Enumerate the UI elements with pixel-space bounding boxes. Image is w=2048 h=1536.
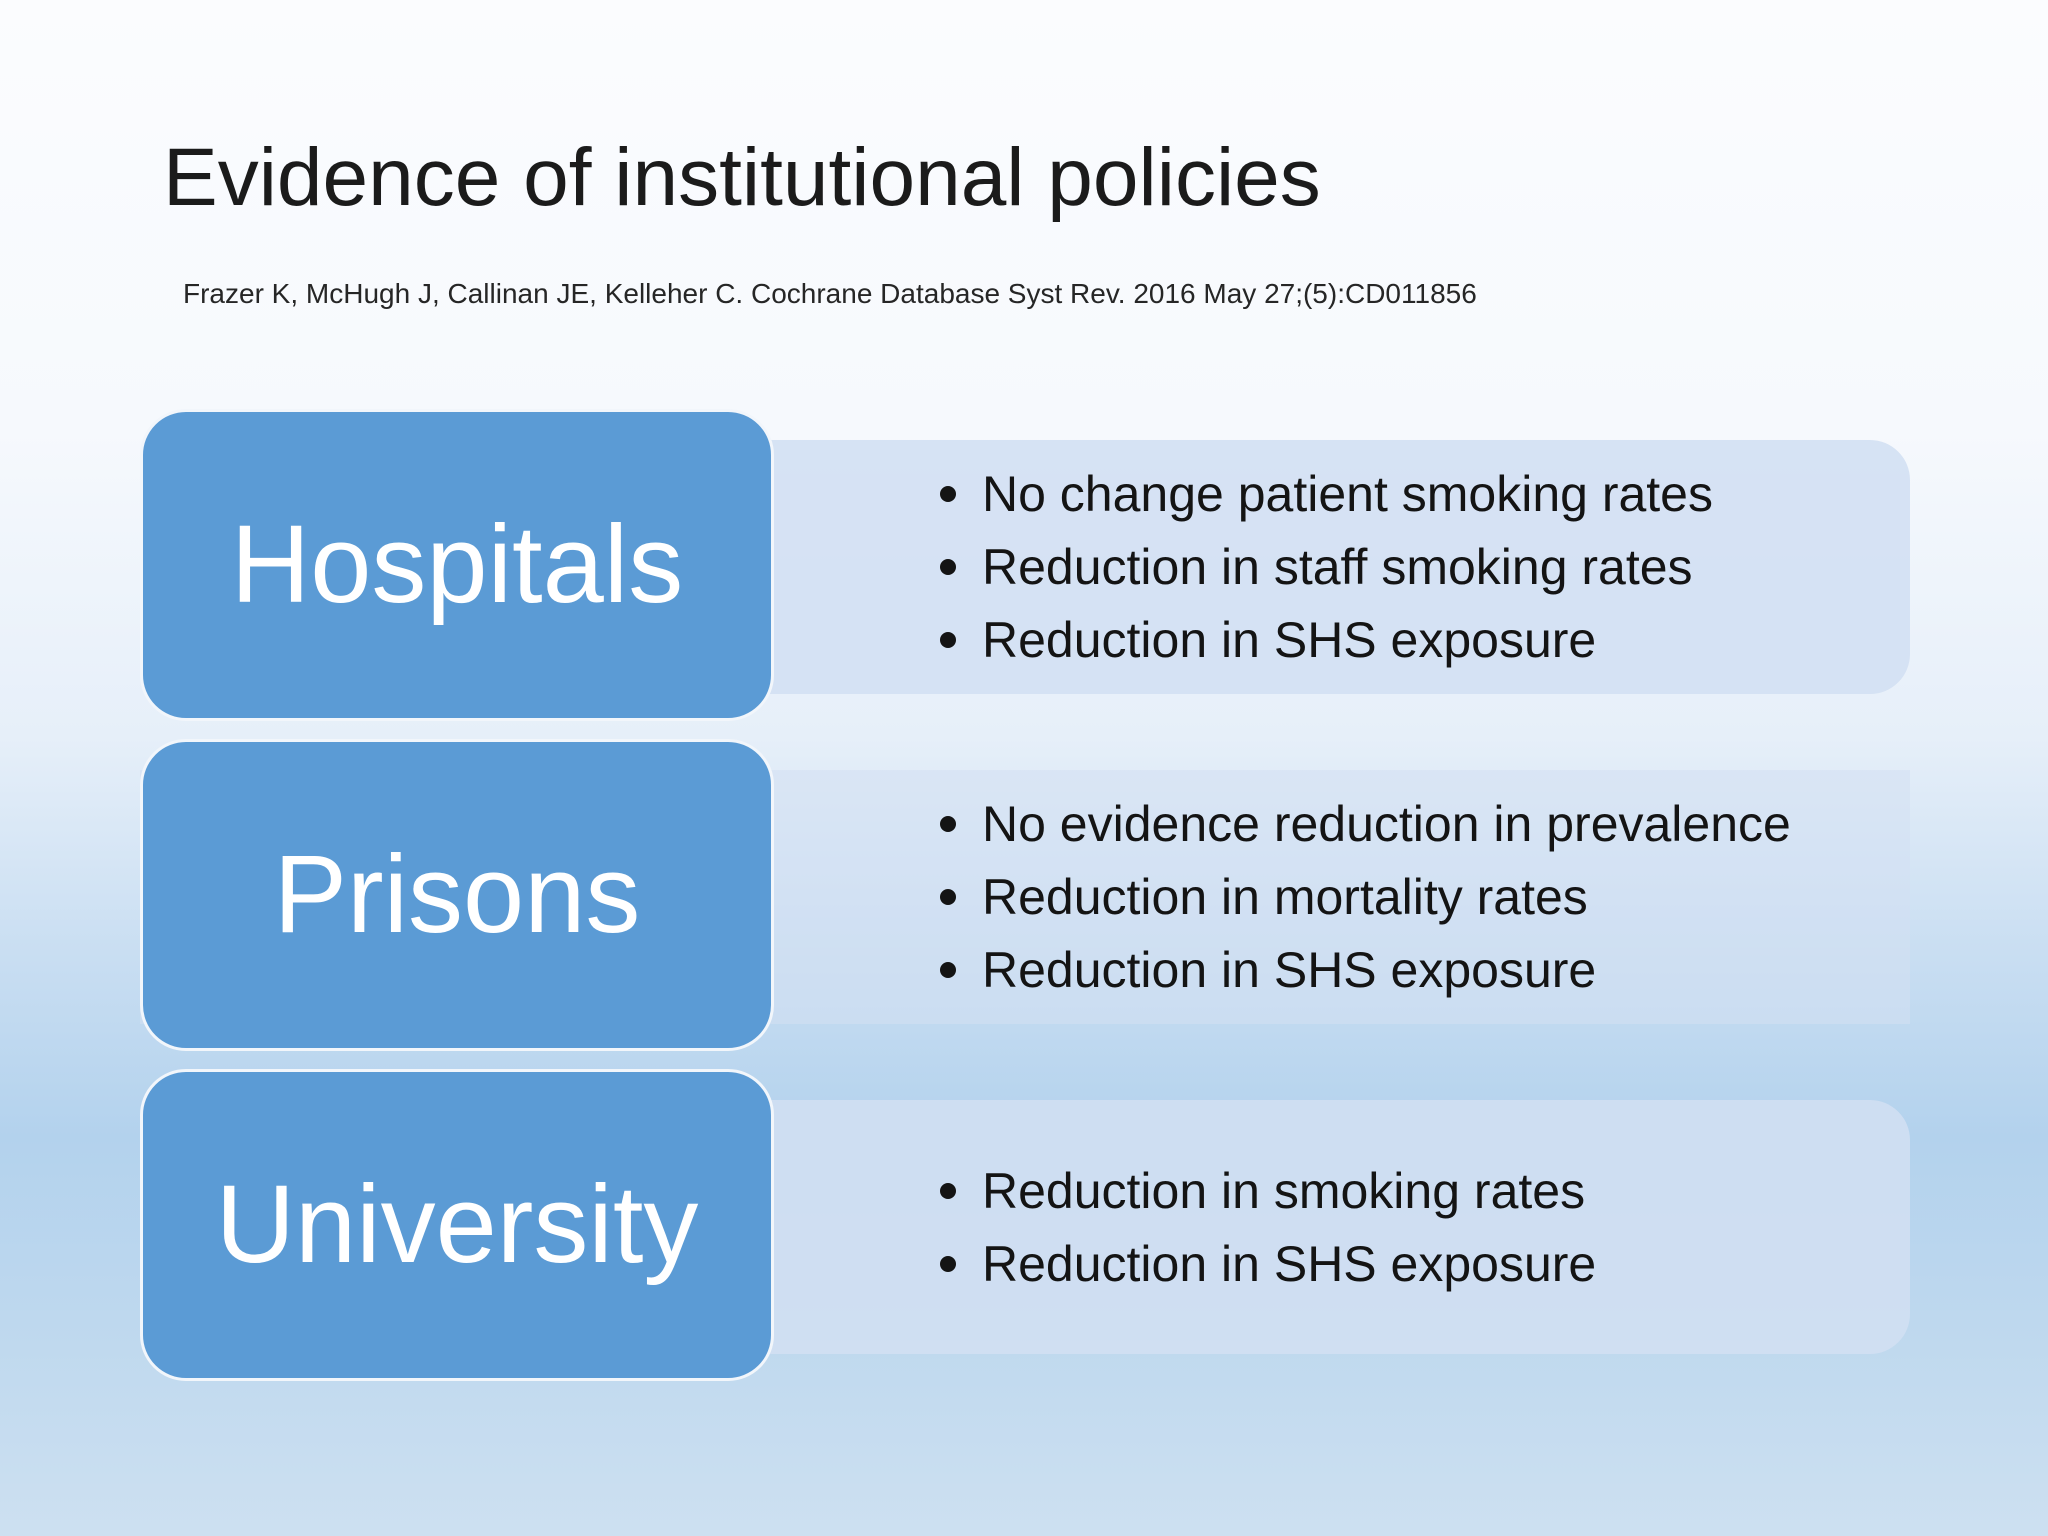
policy-row-prisons: Prisons No evidence reduction in prevale… xyxy=(140,739,1910,1055)
findings-list: No evidence reduction in prevalence Redu… xyxy=(798,770,1791,1024)
findings-list: No change patient smoking rates Reductio… xyxy=(798,440,1713,694)
bullet-icon xyxy=(940,486,956,502)
category-label: Prisons xyxy=(273,833,641,956)
finding-text: No change patient smoking rates xyxy=(982,466,1713,522)
bullet-icon xyxy=(940,632,956,648)
policy-row-university: University Reduction in smoking rates Re… xyxy=(140,1069,1910,1385)
slide-title: Evidence of institutional policies xyxy=(163,132,1321,223)
finding-item: Reduction in staff smoking rates xyxy=(940,531,1713,604)
category-box-prisons: Prisons xyxy=(140,739,774,1051)
category-label: University xyxy=(215,1163,699,1286)
bullet-icon xyxy=(940,1182,956,1199)
finding-item: Reduction in SHS exposure xyxy=(940,934,1791,1007)
citation: Frazer K, McHugh J, Callinan JE, Kellehe… xyxy=(183,278,1477,309)
finding-item: Reduction in SHS exposure xyxy=(940,1227,1596,1300)
bullet-icon xyxy=(940,1255,956,1272)
policy-row-hospitals: Hospitals No change patient smoking rate… xyxy=(140,409,1910,725)
finding-item: Reduction in smoking rates xyxy=(940,1154,1596,1227)
findings-list: Reduction in smoking rates Reduction in … xyxy=(798,1100,1596,1354)
finding-item: Reduction in SHS exposure xyxy=(940,604,1713,677)
finding-text: Reduction in mortality rates xyxy=(982,869,1588,925)
finding-text: Reduction in SHS exposure xyxy=(982,1235,1597,1292)
finding-text: Reduction in staff smoking rates xyxy=(982,539,1693,595)
bullet-icon xyxy=(940,889,956,905)
category-box-hospitals: Hospitals xyxy=(140,409,774,721)
category-label: Hospitals xyxy=(230,503,684,626)
bullet-icon xyxy=(940,559,956,575)
finding-item: No evidence reduction in prevalence xyxy=(940,788,1791,861)
finding-text: No evidence reduction in prevalence xyxy=(982,796,1791,852)
bullet-icon xyxy=(940,816,956,832)
bullet-icon xyxy=(940,962,956,978)
finding-text: Reduction in smoking rates xyxy=(982,1162,1586,1219)
finding-text: Reduction in SHS exposure xyxy=(982,942,1597,998)
finding-item: Reduction in mortality rates xyxy=(940,861,1791,934)
finding-text: Reduction in SHS exposure xyxy=(982,612,1597,668)
category-box-university: University xyxy=(140,1069,774,1381)
finding-item: No change patient smoking rates xyxy=(940,458,1713,531)
